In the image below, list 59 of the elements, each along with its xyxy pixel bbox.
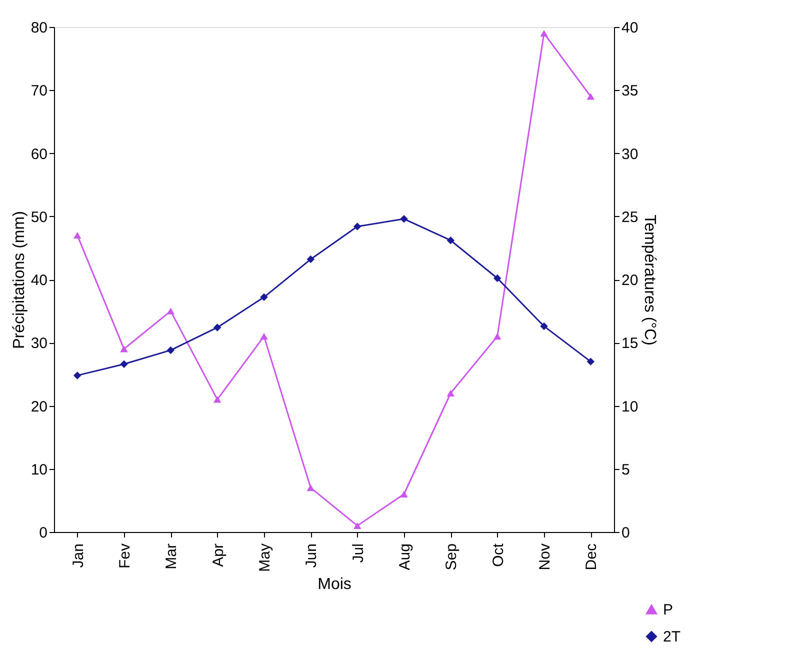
- y2-tick-label: 25: [622, 208, 638, 226]
- y2-tick-label: 30: [622, 146, 638, 163]
- point: [213, 396, 222, 403]
- y2-tick-label: 20: [622, 272, 638, 289]
- point: [353, 222, 362, 230]
- point: [586, 93, 595, 100]
- y-tick-label: 40: [30, 272, 48, 289]
- y-axis-title: Précipitations (mm): [10, 211, 28, 349]
- point: [260, 293, 268, 302]
- y-tick-label: 80: [30, 20, 48, 36]
- point: [400, 490, 408, 498]
- point: [260, 332, 268, 340]
- x-tick-label: Jan: [70, 544, 87, 568]
- y-tick-label: 30: [30, 335, 48, 352]
- y-tick-label: 70: [30, 82, 48, 100]
- point: [586, 358, 595, 366]
- point: [540, 322, 548, 330]
- point: [446, 236, 455, 244]
- y2-tick-label: 40: [622, 20, 638, 36]
- legend-label: 2T: [663, 628, 681, 646]
- x-tick-label: Fev: [116, 543, 134, 569]
- y-tick-label: 0: [39, 524, 48, 542]
- x-tick-label: Jun: [303, 544, 320, 568]
- y2-tick-label: 15: [622, 335, 638, 352]
- y2-tick-label: 5: [622, 461, 630, 478]
- y2-tick-label: 35: [622, 82, 638, 100]
- y-tick-label: 60: [30, 146, 48, 163]
- x-tick-label: Aug: [396, 544, 414, 570]
- x-tick-label: Jul: [350, 544, 367, 563]
- point: [120, 360, 128, 368]
- y2-tick-label: 0: [622, 524, 630, 542]
- point: [120, 346, 128, 352]
- x-tick-label: Dec: [583, 543, 600, 570]
- y2-tick-label: 10: [622, 398, 638, 416]
- point: [493, 332, 502, 340]
- point: [166, 308, 175, 314]
- point: [73, 372, 82, 380]
- x-tick-label: Sep: [443, 544, 460, 570]
- y-tick-label: 50: [30, 208, 48, 226]
- y-tick-label: 20: [30, 398, 48, 416]
- point: [400, 215, 408, 223]
- point: [213, 324, 222, 332]
- x-tick-label: Oct: [490, 542, 507, 567]
- point: [353, 522, 362, 530]
- y-tick-label: 10: [30, 461, 48, 478]
- legend-label: P: [663, 602, 674, 618]
- point: [540, 30, 548, 37]
- point: [166, 346, 175, 354]
- x-tick-label: Mar: [163, 544, 180, 570]
- point: [306, 484, 315, 492]
- point: [73, 232, 82, 239]
- point: [446, 390, 455, 396]
- point: [306, 255, 315, 264]
- x-axis-title: Mois: [318, 576, 352, 593]
- point: [493, 274, 502, 282]
- x-tick-label: Nov: [536, 543, 554, 570]
- x-tick-label: Apr: [210, 543, 227, 567]
- x-tick-label: May: [256, 543, 274, 572]
- y2-axis-title: Températures (°C): [641, 214, 658, 346]
